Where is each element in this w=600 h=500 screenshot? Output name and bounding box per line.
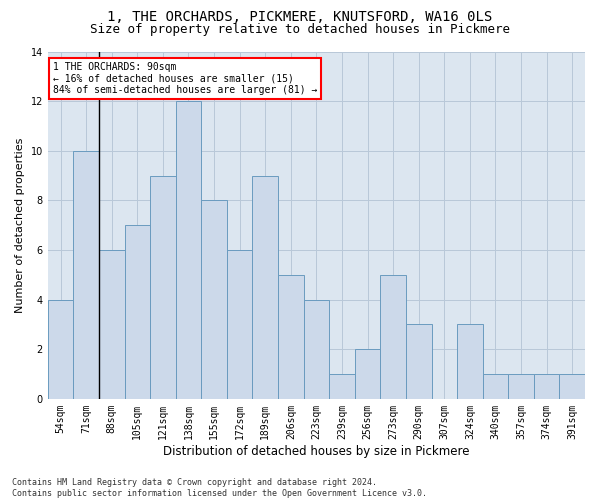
Bar xyxy=(99,250,125,399)
Bar xyxy=(559,374,585,399)
Bar xyxy=(380,275,406,399)
Bar xyxy=(73,150,99,399)
X-axis label: Distribution of detached houses by size in Pickmere: Distribution of detached houses by size … xyxy=(163,444,470,458)
Bar xyxy=(329,374,355,399)
Text: Size of property relative to detached houses in Pickmere: Size of property relative to detached ho… xyxy=(90,22,510,36)
Bar xyxy=(201,200,227,399)
Bar xyxy=(48,300,73,399)
Bar xyxy=(482,374,508,399)
Bar xyxy=(304,300,329,399)
Text: Contains HM Land Registry data © Crown copyright and database right 2024.
Contai: Contains HM Land Registry data © Crown c… xyxy=(12,478,427,498)
Bar xyxy=(508,374,534,399)
Bar xyxy=(176,101,201,399)
Bar xyxy=(457,324,482,399)
Y-axis label: Number of detached properties: Number of detached properties xyxy=(15,138,25,313)
Bar xyxy=(406,324,431,399)
Text: 1, THE ORCHARDS, PICKMERE, KNUTSFORD, WA16 0LS: 1, THE ORCHARDS, PICKMERE, KNUTSFORD, WA… xyxy=(107,10,493,24)
Text: 1 THE ORCHARDS: 90sqm
← 16% of detached houses are smaller (15)
84% of semi-deta: 1 THE ORCHARDS: 90sqm ← 16% of detached … xyxy=(53,62,317,95)
Bar xyxy=(227,250,253,399)
Bar xyxy=(355,349,380,399)
Bar xyxy=(253,176,278,399)
Bar xyxy=(125,225,150,399)
Bar xyxy=(278,275,304,399)
Bar xyxy=(150,176,176,399)
Bar xyxy=(534,374,559,399)
